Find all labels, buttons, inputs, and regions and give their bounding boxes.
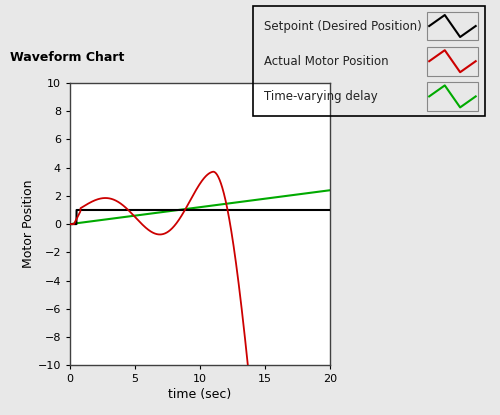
Bar: [427, 82, 478, 111]
Bar: [427, 12, 478, 40]
X-axis label: time (sec): time (sec): [168, 388, 232, 401]
Text: Waveform Chart: Waveform Chart: [10, 51, 124, 64]
Y-axis label: Motor Position: Motor Position: [22, 180, 35, 269]
Text: Actual Motor Position: Actual Motor Position: [264, 55, 389, 68]
Bar: [427, 47, 478, 76]
Text: Time-varying delay: Time-varying delay: [264, 90, 378, 103]
Text: Setpoint (Desired Position): Setpoint (Desired Position): [264, 20, 422, 32]
